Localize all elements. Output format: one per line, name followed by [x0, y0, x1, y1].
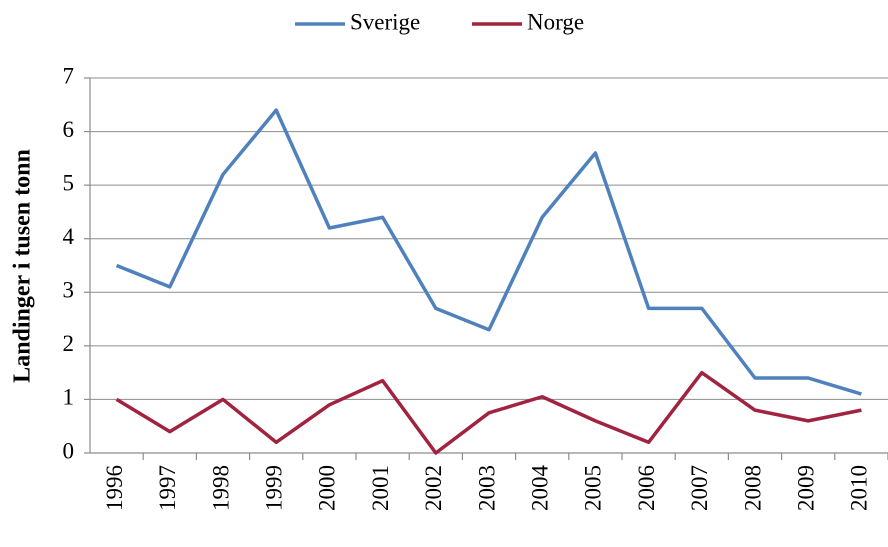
y-tick-label: 0	[63, 438, 75, 463]
x-tick-label: 1998	[208, 465, 233, 511]
legend-label: Norge	[527, 9, 584, 34]
x-tick-label: 1999	[261, 465, 286, 511]
legend-label: Sverige	[350, 9, 420, 34]
y-axis-label: Landinger i tusen tonn	[10, 149, 36, 383]
y-tick-label: 2	[63, 331, 75, 356]
x-tick-label: 1997	[155, 465, 180, 511]
x-tick-label: 2002	[421, 465, 446, 511]
y-tick-label: 6	[63, 117, 75, 142]
x-tick-label: 2000	[315, 465, 340, 511]
x-tick-label: 2008	[740, 465, 765, 511]
y-tick-label: 3	[63, 278, 75, 303]
x-tick-label: 2010	[847, 465, 872, 511]
x-tick-label: 2003	[474, 465, 499, 511]
y-tick-label: 4	[63, 224, 75, 249]
x-tick-label: 2001	[368, 465, 393, 511]
x-tick-label: 2004	[527, 465, 552, 512]
x-tick-label: 2009	[793, 465, 818, 511]
x-tick-label: 2006	[634, 465, 659, 511]
y-tick-label: 1	[63, 385, 75, 410]
y-tick-label: 5	[63, 170, 75, 195]
x-tick-label: 2005	[581, 465, 606, 511]
x-tick-label: 2007	[687, 465, 712, 511]
series-line	[115, 108, 862, 396]
series-line	[115, 370, 862, 455]
y-tick-label: 7	[63, 63, 75, 88]
x-tick-label: 1996	[102, 465, 127, 511]
